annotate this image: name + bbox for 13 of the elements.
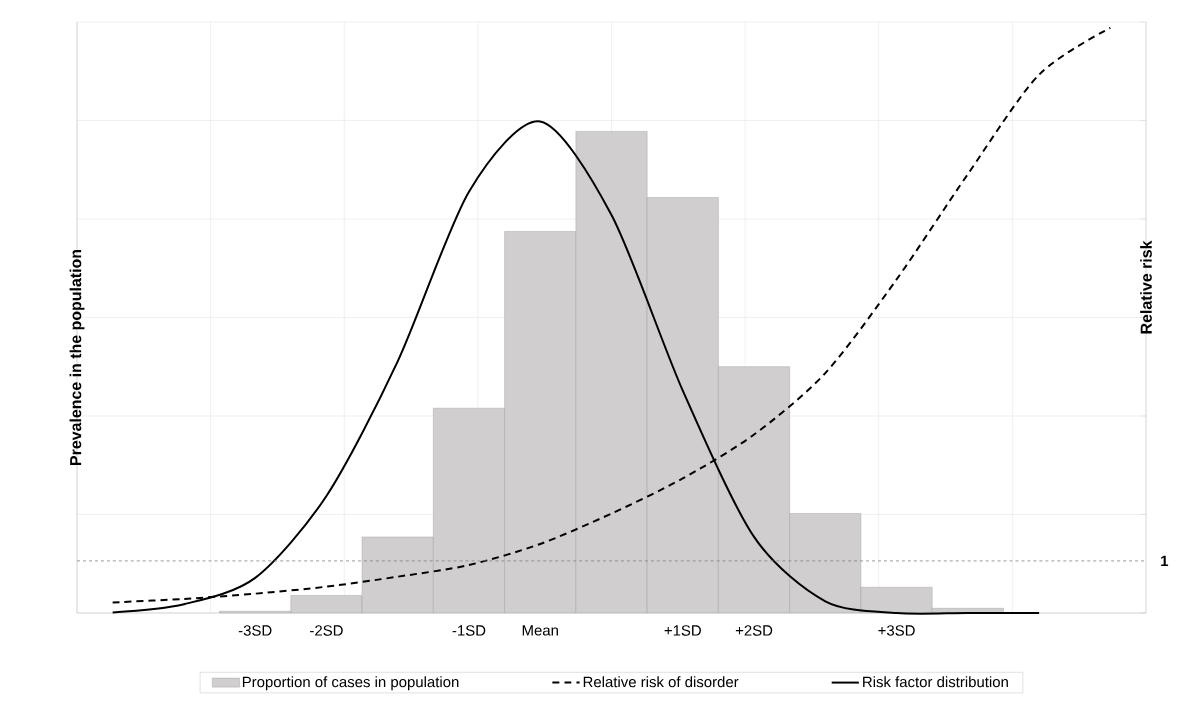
legend-label: Risk factor distribution <box>863 676 1008 688</box>
x-tick-label: +1SD <box>664 625 701 636</box>
text: 1 <box>1161 555 1169 567</box>
legend-label: Proportion of cases in population <box>242 676 459 691</box>
x-tick-label: -2SD <box>310 625 343 636</box>
y2-axis-title: Relative risk <box>1140 240 1152 334</box>
x-tick-label: Mean <box>522 625 558 636</box>
y-axis-title: Prevalence in the population <box>69 249 85 465</box>
x-tick-label: +2SD <box>735 625 773 636</box>
x-tick-label: -3SD <box>238 625 272 636</box>
x-tick-label: -1SD <box>452 625 486 636</box>
legend-label: Relative risk of disorder <box>583 676 739 688</box>
x-tick-label: +3SD <box>878 625 915 636</box>
